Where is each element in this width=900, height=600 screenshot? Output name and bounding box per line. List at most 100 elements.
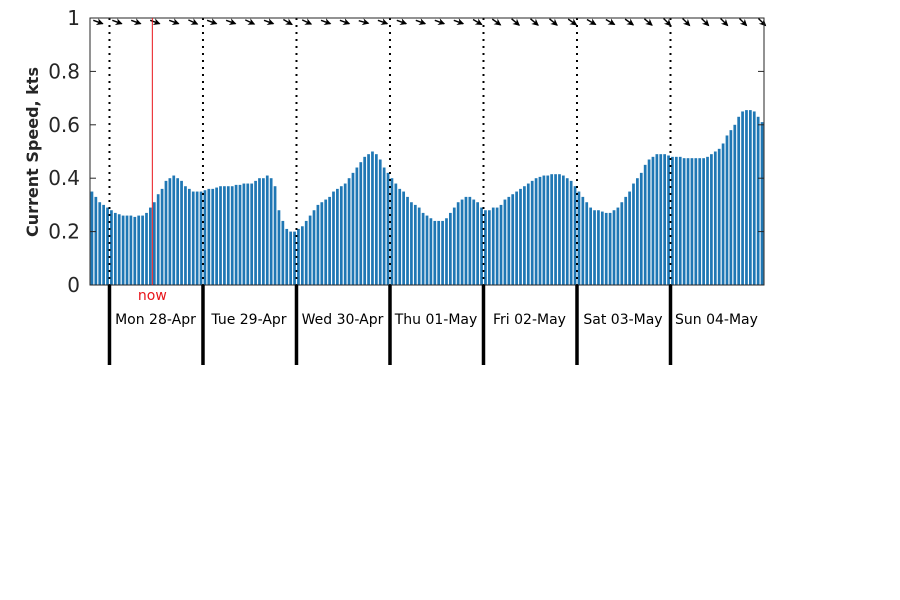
speed-bar — [215, 187, 218, 285]
speed-bar — [113, 212, 117, 285]
speed-bar — [624, 196, 628, 285]
speed-bar — [425, 215, 429, 285]
speed-bar — [573, 186, 577, 285]
speed-bar — [285, 228, 289, 285]
speed-bar — [304, 220, 308, 285]
speed-bar — [297, 228, 300, 285]
speed-bar — [238, 184, 242, 286]
speed-bar — [702, 158, 705, 285]
speed-bar — [223, 186, 226, 285]
speed-bar — [729, 130, 733, 285]
speed-bar — [464, 196, 468, 285]
speed-bar — [647, 159, 651, 285]
speed-bar — [600, 211, 604, 285]
speed-bar — [273, 186, 277, 285]
speed-bar — [507, 196, 511, 285]
speed-bar — [98, 202, 102, 285]
speed-bar — [160, 188, 164, 285]
direction-arrow-icon — [188, 18, 199, 25]
speed-bar — [152, 202, 156, 285]
speed-bar — [417, 207, 421, 285]
speed-bar — [752, 111, 756, 285]
y-tick-label: 1 — [67, 6, 80, 30]
speed-bar — [449, 212, 452, 285]
speed-bar — [382, 167, 386, 285]
direction-arrow-icon — [130, 18, 142, 25]
day-label: Tue 29-Apr — [210, 312, 286, 328]
speed-bar — [441, 220, 444, 285]
speed-bar — [608, 212, 612, 285]
speed-bar — [628, 191, 631, 285]
speed-bar — [219, 186, 222, 285]
speed-bar — [546, 175, 550, 285]
speed-bar — [710, 154, 713, 285]
speed-bar — [281, 220, 285, 285]
speed-bar — [300, 226, 304, 285]
speed-bar — [460, 199, 464, 285]
speed-bar — [332, 191, 335, 285]
speed-bar — [191, 191, 195, 285]
speed-bar — [265, 175, 269, 285]
speed-bar — [180, 180, 183, 285]
speed-bar — [484, 210, 487, 285]
speed-bar — [316, 204, 320, 285]
speed-bar — [242, 183, 246, 285]
direction-arrow-icon — [682, 17, 691, 27]
speed-bar — [262, 178, 265, 285]
speed-bar — [94, 196, 98, 285]
speed-bar — [604, 212, 608, 285]
speed-bar — [156, 194, 160, 285]
direction-arrow-icon — [93, 18, 104, 25]
y-tick-label: 0.8 — [48, 59, 80, 83]
speed-bar — [554, 174, 557, 285]
speed-bar — [511, 194, 515, 285]
speed-bar — [413, 204, 417, 285]
speed-bar — [269, 178, 273, 285]
speed-bar — [106, 207, 109, 285]
speed-bar — [542, 175, 546, 285]
speed-bar — [102, 204, 105, 285]
speed-bar — [386, 172, 390, 285]
speed-bar — [698, 158, 702, 285]
speed-bar — [561, 175, 565, 285]
direction-arrow-icon — [663, 17, 672, 27]
speed-bar — [90, 191, 94, 285]
speed-bar — [452, 207, 456, 285]
direction-arrow-icon — [491, 18, 502, 26]
speed-bar — [110, 210, 113, 285]
speed-bar — [690, 158, 694, 285]
speed-bar — [312, 210, 316, 285]
direction-arrow-icon — [434, 18, 446, 25]
speed-bar — [406, 196, 409, 285]
direction-arrow-icon — [549, 18, 558, 26]
direction-arrow-icon — [206, 18, 218, 25]
speed-bar — [632, 183, 635, 285]
y-tick-label: 0 — [67, 273, 80, 297]
speed-bar — [725, 135, 729, 285]
speed-bar — [137, 215, 141, 285]
speed-bar — [363, 156, 367, 285]
speed-bar — [211, 188, 215, 285]
speed-bar — [585, 202, 589, 285]
day-label: Sun 04-May — [675, 312, 758, 328]
direction-arrow-icon — [567, 18, 578, 26]
direction-arrow-icon — [225, 18, 237, 25]
speed-bar — [347, 178, 351, 285]
speed-bar — [674, 156, 678, 285]
direction-arrow-icon — [586, 18, 597, 26]
speed-bar — [569, 180, 573, 285]
direction-arrow-icon — [472, 18, 483, 26]
plot-frame — [89, 17, 765, 286]
speed-bar — [694, 158, 698, 285]
speed-bar — [678, 156, 682, 285]
speed-bar — [655, 154, 659, 285]
direction-arrow-icon — [453, 18, 465, 25]
day-label: Mon 28-Apr — [115, 312, 196, 328]
speed-bar — [121, 215, 125, 285]
speed-bar — [713, 151, 717, 285]
speed-bar — [117, 214, 121, 285]
speed-bar — [402, 191, 405, 285]
speed-bar — [125, 215, 129, 285]
direction-arrow-icon — [168, 18, 180, 25]
speed-bar — [639, 172, 643, 285]
